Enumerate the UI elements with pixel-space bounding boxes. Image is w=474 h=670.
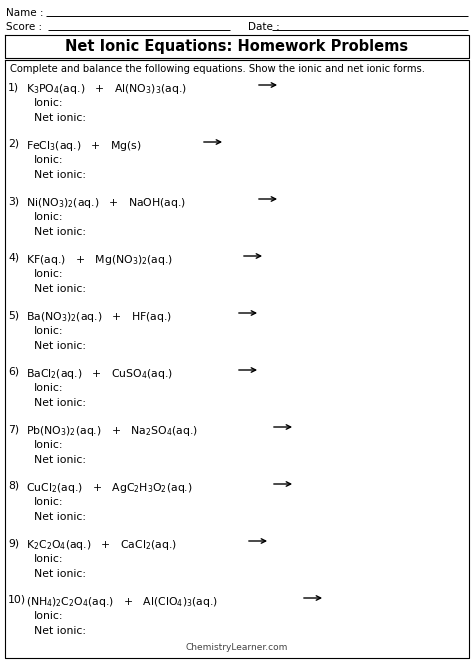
Text: Ba(NO$_3$)$_2$(aq.)   +   HF(aq.): Ba(NO$_3$)$_2$(aq.) + HF(aq.) xyxy=(26,310,172,324)
Text: Net Ionic Equations: Homework Problems: Net Ionic Equations: Homework Problems xyxy=(65,39,409,54)
Text: Net ionic:: Net ionic: xyxy=(34,227,86,237)
Text: Net ionic:: Net ionic: xyxy=(34,113,86,123)
Text: Net ionic:: Net ionic: xyxy=(34,455,86,465)
Text: Net ionic:: Net ionic: xyxy=(34,284,86,294)
Text: CuCl$_2$(aq.)   +   AgC$_2$H$_3$O$_2$(aq.): CuCl$_2$(aq.) + AgC$_2$H$_3$O$_2$(aq.) xyxy=(26,481,192,495)
Text: FeCl$_3$(aq.)   +   Mg(s): FeCl$_3$(aq.) + Mg(s) xyxy=(26,139,142,153)
Text: 6): 6) xyxy=(8,367,19,377)
Text: Ionic:: Ionic: xyxy=(34,611,64,621)
Text: 7): 7) xyxy=(8,424,19,434)
Text: Net ionic:: Net ionic: xyxy=(34,341,86,351)
Text: 1): 1) xyxy=(8,82,19,92)
Text: Pb(NO$_3$)$_2$(aq.)   +   Na$_2$SO$_4$(aq.): Pb(NO$_3$)$_2$(aq.) + Na$_2$SO$_4$(aq.) xyxy=(26,424,198,438)
Text: Net ionic:: Net ionic: xyxy=(34,626,86,636)
Text: Ionic:: Ionic: xyxy=(34,326,64,336)
Text: 4): 4) xyxy=(8,253,19,263)
Text: Ionic:: Ionic: xyxy=(34,98,64,108)
Text: Ionic:: Ionic: xyxy=(34,497,64,507)
Text: 10): 10) xyxy=(8,595,26,605)
Text: ChemistryLearner.com: ChemistryLearner.com xyxy=(186,643,288,652)
Text: Ionic:: Ionic: xyxy=(34,554,64,564)
Text: Net ionic:: Net ionic: xyxy=(34,512,86,522)
Text: (NH$_4$)$_2$C$_2$O$_4$(aq.)   +   Al(ClO$_4$)$_3$(aq.): (NH$_4$)$_2$C$_2$O$_4$(aq.) + Al(ClO$_4$… xyxy=(26,595,218,609)
Text: Ionic:: Ionic: xyxy=(34,383,64,393)
Text: Ionic:: Ionic: xyxy=(34,212,64,222)
Text: Ionic:: Ionic: xyxy=(34,269,64,279)
Text: 8): 8) xyxy=(8,481,19,491)
Text: KF(aq.)   +   Mg(NO$_3$)$_2$(aq.): KF(aq.) + Mg(NO$_3$)$_2$(aq.) xyxy=(26,253,173,267)
Text: Name :: Name : xyxy=(6,8,44,18)
Text: 5): 5) xyxy=(8,310,19,320)
Text: Ionic:: Ionic: xyxy=(34,440,64,450)
Text: 2): 2) xyxy=(8,139,19,149)
Text: Score :: Score : xyxy=(6,22,42,32)
Text: K$_3$PO$_4$(aq.)   +   Al(NO$_3$)$_3$(aq.): K$_3$PO$_4$(aq.) + Al(NO$_3$)$_3$(aq.) xyxy=(26,82,187,96)
Text: Net ionic:: Net ionic: xyxy=(34,170,86,180)
Text: Date :: Date : xyxy=(248,22,280,32)
Text: K$_2$C$_2$O$_4$(aq.)   +   CaCl$_2$(aq.): K$_2$C$_2$O$_4$(aq.) + CaCl$_2$(aq.) xyxy=(26,538,177,552)
Text: Ni(NO$_3$)$_2$(aq.)   +   NaOH(aq.): Ni(NO$_3$)$_2$(aq.) + NaOH(aq.) xyxy=(26,196,186,210)
Text: 9): 9) xyxy=(8,538,19,548)
Text: Net ionic:: Net ionic: xyxy=(34,569,86,579)
Text: Ionic:: Ionic: xyxy=(34,155,64,165)
Text: BaCl$_2$(aq.)   +   CuSO$_4$(aq.): BaCl$_2$(aq.) + CuSO$_4$(aq.) xyxy=(26,367,173,381)
Text: Net ionic:: Net ionic: xyxy=(34,398,86,408)
Text: Complete and balance the following equations. Show the ionic and net ionic forms: Complete and balance the following equat… xyxy=(10,64,425,74)
Text: 3): 3) xyxy=(8,196,19,206)
